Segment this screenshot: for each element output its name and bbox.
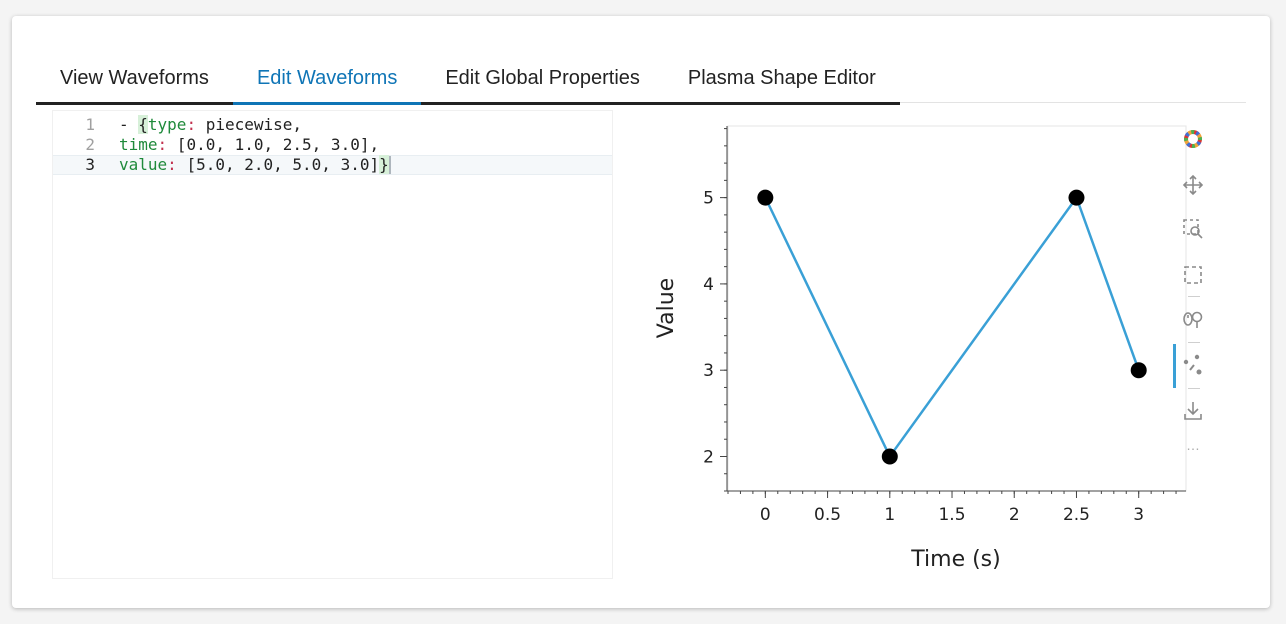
x-tick-label: 2.5 bbox=[1063, 505, 1090, 525]
code-text: - {type: piecewise, bbox=[119, 115, 303, 134]
point-draw-icon[interactable] bbox=[1182, 354, 1204, 376]
save-icon[interactable] bbox=[1182, 400, 1204, 422]
tab-plasma-shape-editor[interactable]: Plasma Shape Editor bbox=[687, 67, 876, 89]
y-tick-label: 2 bbox=[703, 447, 714, 467]
active-tool-indicator bbox=[1173, 344, 1176, 388]
box-zoom-icon[interactable] bbox=[1182, 218, 1204, 240]
text-cursor bbox=[388, 156, 391, 174]
x-tick-label: 1 bbox=[884, 505, 895, 525]
brace-match: } bbox=[379, 155, 389, 174]
x-tick-label: 0.5 bbox=[814, 505, 841, 525]
code-text: time: [0.0, 1.0, 2.5, 3.0], bbox=[119, 135, 380, 154]
x-tick-label: 0 bbox=[760, 505, 771, 525]
y-tick-label: 4 bbox=[703, 275, 714, 295]
tab-edit-waveforms[interactable]: Edit Waveforms bbox=[232, 56, 422, 105]
tab-edit-global-properties[interactable]: Edit Global Properties bbox=[445, 67, 640, 89]
data-point[interactable] bbox=[1068, 189, 1085, 206]
toolbar-divider bbox=[1188, 342, 1200, 343]
editor-line-active[interactable]: 3 value: [5.0, 2.0, 5.0, 3.0]} bbox=[53, 155, 612, 175]
wheel-zoom-icon[interactable] bbox=[1182, 308, 1204, 330]
more-icon[interactable]: … bbox=[1186, 437, 1200, 453]
plot-toolbar: … bbox=[1173, 122, 1210, 462]
data-point[interactable] bbox=[881, 448, 898, 465]
editor-line[interactable]: 1 - {type: piecewise, bbox=[53, 115, 612, 135]
pan-icon[interactable] bbox=[1182, 174, 1204, 196]
x-tick-label: 3 bbox=[1133, 505, 1144, 525]
code-text: value: [5.0, 2.0, 5.0, 3.0]} bbox=[119, 155, 391, 174]
x-axis-label: Time (s) bbox=[910, 547, 1000, 572]
bokeh-logo-icon[interactable] bbox=[1182, 128, 1204, 150]
yaml-code-editor[interactable]: 1 - {type: piecewise, 2 time: [0.0, 1.0,… bbox=[52, 110, 613, 579]
toolbar-divider bbox=[1188, 388, 1200, 389]
waveform-plot[interactable]: 2 3 4 5 0 0.5 1 1.5 2 2.5 3 Value Time (s) bbox=[630, 104, 1250, 584]
data-point[interactable] bbox=[1130, 362, 1147, 379]
x-tick-label: 2 bbox=[1009, 505, 1020, 525]
line-number: 1 bbox=[85, 115, 95, 134]
waveform-line bbox=[764, 194, 1140, 459]
y-tick-label: 5 bbox=[703, 189, 714, 209]
tab-strip: View Waveforms Edit Waveforms Edit Globa… bbox=[36, 56, 1246, 105]
brace-match: { bbox=[138, 115, 148, 134]
line-number: 2 bbox=[85, 135, 95, 154]
y-tick-label: 3 bbox=[703, 361, 714, 381]
main-card: View Waveforms Edit Waveforms Edit Globa… bbox=[12, 16, 1270, 608]
line-number: 3 bbox=[85, 155, 95, 174]
editor-line[interactable]: 2 time: [0.0, 1.0, 2.5, 3.0], bbox=[53, 135, 612, 155]
y-axis-label: Value bbox=[654, 278, 679, 338]
tab-view-waveforms[interactable]: View Waveforms bbox=[60, 67, 209, 89]
toolbar-divider bbox=[1188, 296, 1200, 297]
box-select-icon[interactable] bbox=[1182, 264, 1204, 286]
tab-bar: View Waveforms Edit Waveforms Edit Globa… bbox=[36, 56, 900, 105]
x-tick-label: 1.5 bbox=[938, 505, 965, 525]
data-point[interactable] bbox=[757, 189, 774, 206]
